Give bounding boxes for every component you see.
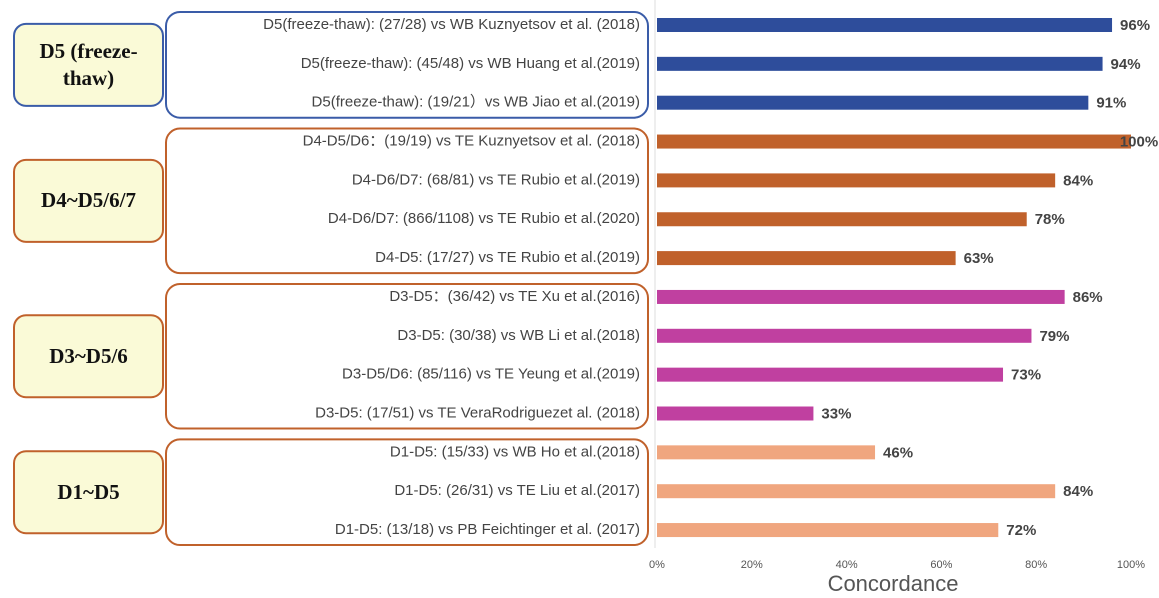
bar xyxy=(657,367,1004,382)
group-box xyxy=(13,158,164,243)
value-label: 72% xyxy=(1006,522,1036,539)
x-tick-label: 100% xyxy=(1117,559,1145,571)
category-label: D3-D5：(36/42) vs TE Xu et al.(2016) xyxy=(389,288,640,305)
bar xyxy=(657,484,1056,499)
value-label: 91% xyxy=(1096,95,1126,112)
bar xyxy=(657,18,1113,32)
category-label: D4-D6/D7: (68/81) vs TE Rubio et al.(201… xyxy=(352,171,640,188)
group-label: D1~D5 xyxy=(57,479,120,504)
value-label: 100% xyxy=(1120,134,1158,151)
bar xyxy=(657,406,814,421)
value-label: 96% xyxy=(1120,17,1150,34)
x-axis-title: Concordance xyxy=(828,571,959,596)
bar xyxy=(657,134,1131,149)
category-label: D1-D5: (15/33) vs WB Ho et al.(2018) xyxy=(390,443,640,460)
group-label: D3~D5/6 xyxy=(49,343,128,368)
category-label: D3-D5/D6: (85/116) vs TE Yeung et al.(20… xyxy=(342,366,640,383)
category-label: D1-D5: (26/31) vs TE Liu et al.(2017) xyxy=(394,482,640,499)
group-label: D4~D5/6/7 xyxy=(41,188,136,213)
x-tick-label: 40% xyxy=(836,559,858,571)
category-label: D3-D5: (30/38) vs WB Li et al.(2018) xyxy=(397,327,640,344)
category-label: D5(freeze-thaw): (19/21）vs WB Jiao et al… xyxy=(312,94,640,111)
bar xyxy=(657,173,1056,188)
value-label: 94% xyxy=(1111,56,1141,73)
value-label: 33% xyxy=(821,405,851,422)
group-bracket xyxy=(165,438,649,547)
category-label: D5(freeze-thaw): (27/28) vs WB Kuznyetso… xyxy=(263,16,640,33)
bar xyxy=(657,445,876,460)
value-label: 63% xyxy=(964,250,994,267)
group-label: D5 (freeze-thaw) xyxy=(39,38,138,90)
group-label-holder: D4~D5/6/7 xyxy=(41,188,136,213)
x-tick-label: 60% xyxy=(930,559,952,571)
value-label: 79% xyxy=(1039,328,1069,345)
group-box xyxy=(13,450,164,535)
value-label: 46% xyxy=(883,444,913,461)
bar xyxy=(657,95,1089,110)
value-label: 78% xyxy=(1035,211,1065,228)
value-label: 84% xyxy=(1063,172,1093,189)
category-label: D4-D5: (17/27) vs TE Rubio et al.(2019) xyxy=(375,249,640,266)
x-tick-label: 80% xyxy=(1025,559,1047,571)
category-label: D4-D6/D7: (866/1108) vs TE Rubio et al.(… xyxy=(328,210,640,227)
bar xyxy=(657,289,1065,304)
bar xyxy=(657,328,1032,343)
category-label: D1-D5: (13/18) vs PB Feichtinger et al. … xyxy=(335,521,640,538)
category-label: D5(freeze-thaw): (45/48) vs WB Huang et … xyxy=(301,55,640,72)
group-bracket xyxy=(165,282,649,430)
category-label: D4-D5/D6：(19/19) vs TE Kuznyetsov et al.… xyxy=(303,133,640,150)
group-bracket xyxy=(165,11,649,119)
group-label-holder: D1~D5 xyxy=(57,479,120,504)
value-label: 73% xyxy=(1011,367,1041,384)
bar xyxy=(657,251,956,266)
group-bracket xyxy=(165,127,649,275)
category-label: D3-D5: (17/51) vs TE VeraRodriguezet al.… xyxy=(315,404,640,421)
x-tick-label: 0% xyxy=(649,559,665,571)
group-label-holder: D3~D5/6 xyxy=(49,343,128,368)
group-box xyxy=(13,314,164,399)
x-tick-label: 20% xyxy=(741,559,763,571)
group-label-holder: D5 (freeze-thaw) xyxy=(39,38,138,90)
group-box xyxy=(13,22,164,107)
value-label: 86% xyxy=(1073,289,1103,306)
bar xyxy=(657,523,999,538)
bar xyxy=(657,212,1027,227)
bar xyxy=(657,56,1103,71)
value-label: 84% xyxy=(1063,483,1093,500)
